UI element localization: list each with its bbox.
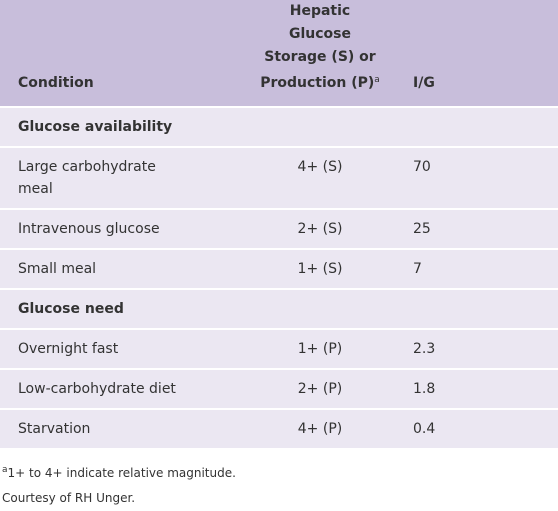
- cell-text: 1+ (S): [297, 261, 343, 277]
- footnote: Courtesy of RH Unger.: [2, 486, 558, 511]
- cell-text: Low-carbohydrate diet: [18, 381, 176, 397]
- table-cell: Overnight fast: [0, 328, 245, 369]
- table-cell: 25: [395, 208, 558, 249]
- section-cell: Glucose need: [0, 288, 558, 329]
- cell-text: Intravenous glucose: [18, 221, 160, 237]
- table-cell: 4+ (S): [245, 146, 395, 209]
- section-row: Glucose availability: [0, 106, 558, 147]
- cell-text: 2+ (P): [297, 381, 343, 397]
- cell-text: 70: [413, 159, 431, 175]
- header-cell: Hepatic Glucose Storage (S) or Productio…: [245, 0, 395, 107]
- cell-text: 1.8: [413, 381, 436, 397]
- table-row: Overnight fast 1+ (P) 2.3: [0, 328, 558, 369]
- table-row: Low-carbohydrate diet 2+ (P) 1.8: [0, 368, 558, 409]
- section-row: Glucose need: [0, 288, 558, 329]
- header-text: Condition: [18, 75, 94, 91]
- table-cell: Intravenous glucose: [0, 208, 245, 249]
- cell-text: 4+ (P): [297, 421, 343, 437]
- cell-text: 25: [413, 221, 431, 237]
- table-header: Condition Hepatic Glucose Storage (S) or…: [0, 0, 558, 107]
- table-cell: 2+ (S): [245, 208, 395, 249]
- cell-text: Starvation: [18, 421, 91, 437]
- header-text: Hepatic Glucose Storage (S) or Productio…: [260, 3, 376, 91]
- header-text: I/G: [413, 75, 435, 91]
- table-cell: 1.8: [395, 368, 558, 409]
- cell-text: 4+ (S): [297, 159, 343, 175]
- header-row: Condition Hepatic Glucose Storage (S) or…: [0, 0, 558, 107]
- section-title: Glucose need: [18, 301, 124, 317]
- cell-text: 1+ (P): [297, 341, 343, 357]
- footnote-text: Courtesy of RH Unger.: [2, 491, 136, 505]
- data-table: Condition Hepatic Glucose Storage (S) or…: [0, 0, 558, 448]
- table-row: Intravenous glucose 2+ (S) 25: [0, 208, 558, 249]
- table-row: Starvation 4+ (P) 0.4: [0, 408, 558, 448]
- table-cell: Low-carbohydrate diet: [0, 368, 245, 409]
- footnote-marker: a: [374, 75, 380, 85]
- section-title: Glucose availability: [18, 119, 173, 135]
- cell-text: 2+ (S): [297, 221, 343, 237]
- table-cell: 2.3: [395, 328, 558, 369]
- table-cell: 1+ (P): [245, 328, 395, 369]
- header-cell: I/G: [395, 0, 558, 107]
- footnote: a1+ to 4+ indicate relative magnitude.: [2, 458, 558, 486]
- table-row: Large carbohydrate meal 4+ (S) 70: [0, 146, 558, 209]
- table-row: Small meal 1+ (S) 7: [0, 248, 558, 289]
- cell-text: Overnight fast: [18, 341, 119, 357]
- table-cell: Starvation: [0, 408, 245, 448]
- header-cell: Condition: [0, 0, 245, 107]
- cell-text: Small meal: [18, 261, 97, 277]
- cell-text: 2.3: [413, 341, 436, 357]
- footnote-marker: a: [2, 465, 8, 475]
- section-cell: Glucose availability: [0, 106, 558, 147]
- cell-text: Large carbohydrate meal: [18, 159, 156, 197]
- table-cell: Large carbohydrate meal: [0, 146, 245, 209]
- table-cell: 1+ (S): [245, 248, 395, 289]
- cell-text: 0.4: [413, 421, 436, 437]
- cell-text: 7: [413, 261, 422, 277]
- footnote-text: 1+ to 4+ indicate relative magnitude.: [7, 466, 236, 480]
- table-cell: 70: [395, 146, 558, 209]
- table-cell: 4+ (P): [245, 408, 395, 448]
- table-cell: 0.4: [395, 408, 558, 448]
- table-cell: 2+ (P): [245, 368, 395, 409]
- table-cell: 7: [395, 248, 558, 289]
- table-body: Glucose availability Large carbohydrate m…: [0, 106, 558, 448]
- table-cell: Small meal: [0, 248, 245, 289]
